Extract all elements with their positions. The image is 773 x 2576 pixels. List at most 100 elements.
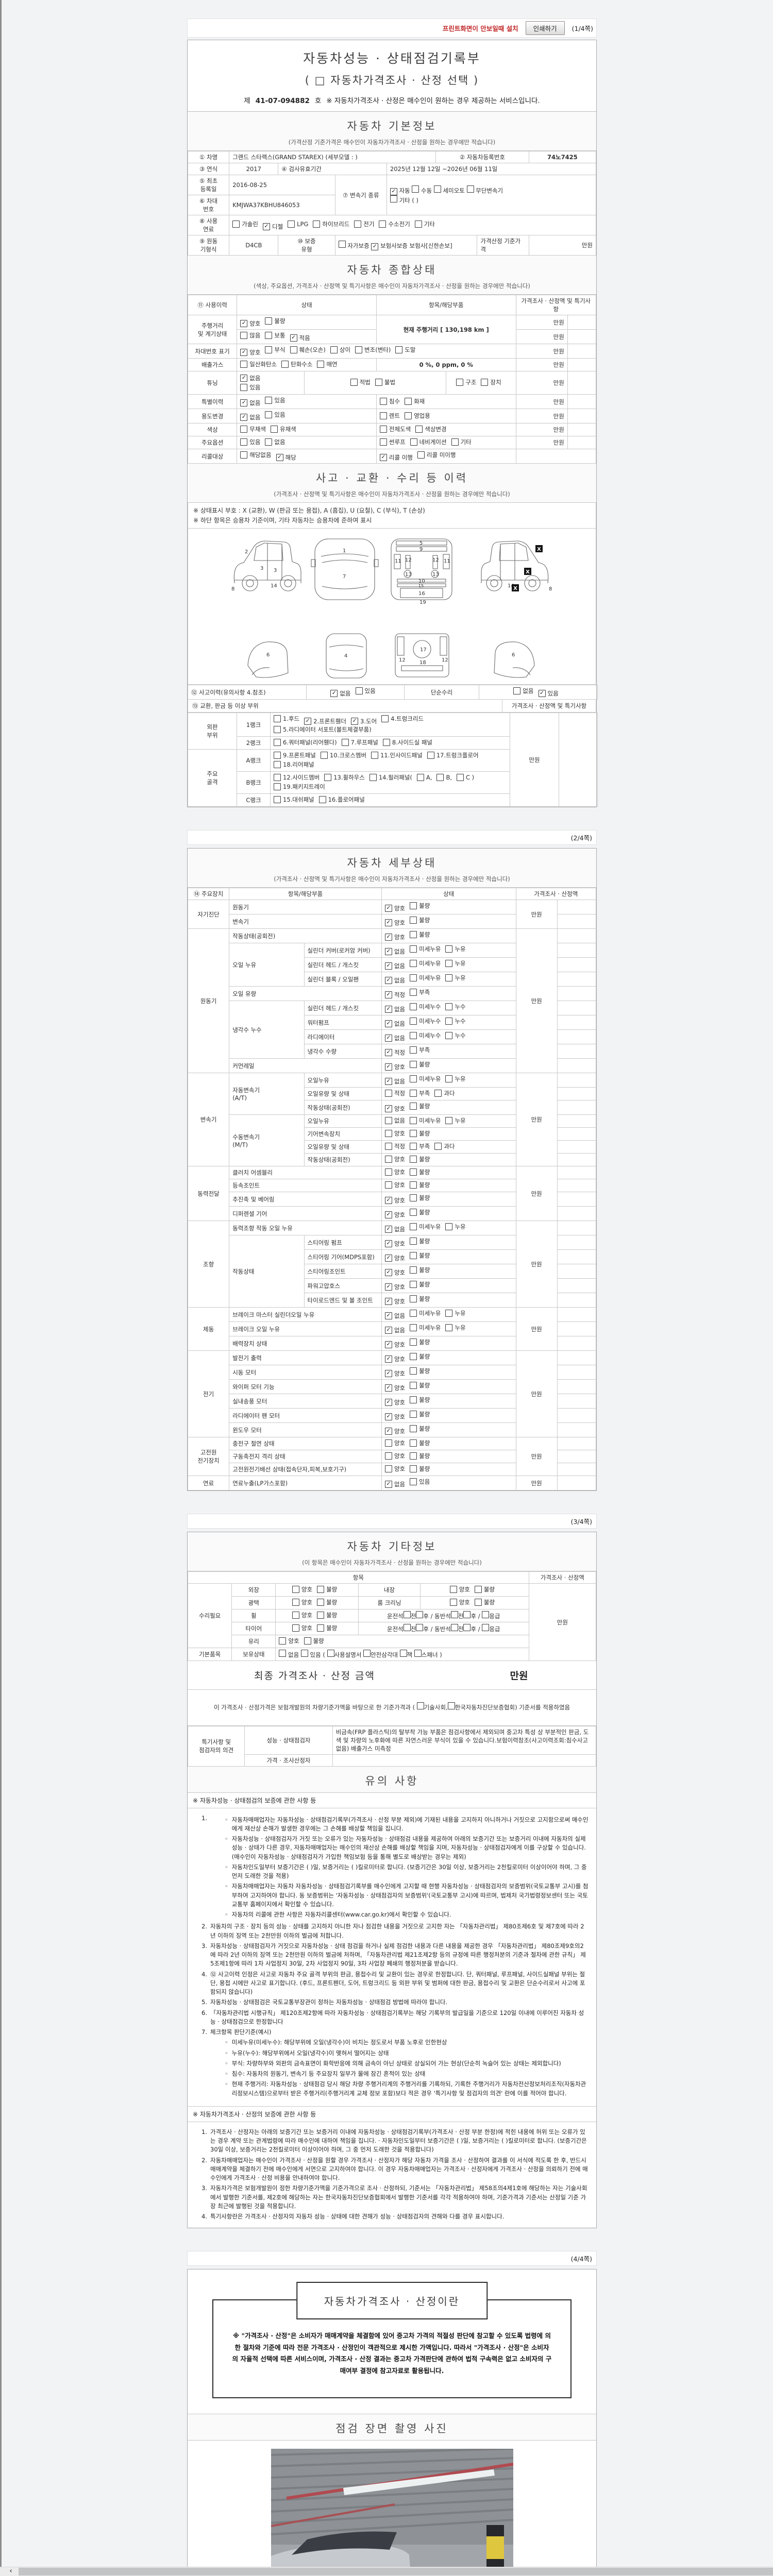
checkbox[interactable] <box>369 774 377 782</box>
checkbox[interactable] <box>414 1650 422 1657</box>
checkbox[interactable] <box>355 687 363 695</box>
checkbox[interactable] <box>265 332 273 339</box>
checkbox[interactable] <box>410 1367 417 1375</box>
checkbox[interactable] <box>410 917 417 924</box>
checkbox[interactable] <box>416 1624 424 1632</box>
checkbox[interactable] <box>240 384 248 391</box>
checkbox[interactable]: ✓ <box>390 188 397 195</box>
checkbox[interactable]: ✓ <box>384 962 392 970</box>
checkbox[interactable] <box>379 412 387 419</box>
checkbox[interactable] <box>436 774 444 782</box>
checkbox[interactable] <box>445 1075 453 1083</box>
checkbox[interactable] <box>384 1156 392 1163</box>
checkbox[interactable] <box>318 796 326 804</box>
checkbox[interactable] <box>410 1478 417 1486</box>
checkbox[interactable] <box>410 974 417 982</box>
checkbox[interactable]: ✓ <box>384 1481 392 1488</box>
checkbox[interactable] <box>317 1612 325 1619</box>
checkbox[interactable] <box>410 1310 417 1317</box>
checkbox[interactable] <box>410 1181 417 1189</box>
checkbox[interactable] <box>474 1586 482 1594</box>
checkbox[interactable] <box>399 1650 407 1657</box>
checkbox[interactable] <box>341 739 349 747</box>
checkbox[interactable]: ✓ <box>262 223 270 230</box>
checkbox[interactable] <box>482 1624 490 1632</box>
checkbox[interactable] <box>410 1117 417 1125</box>
checkbox[interactable] <box>466 185 474 193</box>
checkbox[interactable]: ✓ <box>384 1035 392 1042</box>
checkbox[interactable] <box>403 1624 411 1632</box>
checkbox[interactable] <box>265 438 273 446</box>
checkbox[interactable] <box>292 1599 299 1606</box>
checkbox[interactable] <box>371 752 379 759</box>
checkbox[interactable] <box>379 397 387 405</box>
checkbox[interactable] <box>390 195 397 202</box>
checkbox[interactable] <box>445 1117 453 1125</box>
checkbox[interactable] <box>415 426 423 433</box>
checkbox[interactable] <box>279 1650 287 1657</box>
checkbox[interactable]: ✓ <box>384 991 392 999</box>
checkbox[interactable] <box>410 1209 417 1216</box>
checkbox[interactable] <box>384 1117 392 1125</box>
checkbox[interactable] <box>300 1650 308 1657</box>
checkbox[interactable]: ✓ <box>384 1226 392 1233</box>
checkbox[interactable] <box>384 1168 392 1176</box>
checkbox[interactable]: ✓ <box>290 334 297 342</box>
checkbox[interactable] <box>474 1599 482 1606</box>
checkbox[interactable] <box>317 1586 325 1594</box>
checkbox[interactable]: ✓ <box>384 1197 392 1205</box>
checkbox[interactable] <box>381 715 389 723</box>
checkbox[interactable] <box>410 1046 417 1054</box>
checkbox[interactable] <box>274 774 281 782</box>
checkbox[interactable]: ✓ <box>384 1269 392 1277</box>
checkbox[interactable] <box>320 752 328 759</box>
checkbox[interactable] <box>410 1452 417 1460</box>
checkbox[interactable] <box>410 1103 417 1110</box>
checkbox[interactable] <box>410 1143 417 1150</box>
checkbox[interactable] <box>290 346 297 353</box>
checkbox[interactable] <box>410 1075 417 1083</box>
checkbox[interactable]: ✓ <box>384 1211 392 1219</box>
checkbox[interactable]: ✓ <box>384 977 392 985</box>
checkbox[interactable] <box>304 1637 311 1645</box>
checkbox[interactable] <box>412 185 419 193</box>
checkbox[interactable] <box>410 989 417 996</box>
checkbox[interactable]: ✓ <box>384 905 392 912</box>
checkbox[interactable] <box>445 960 453 968</box>
checkbox[interactable] <box>449 1599 457 1606</box>
checkbox[interactable] <box>410 960 417 968</box>
checkbox[interactable] <box>384 1130 392 1138</box>
checkbox[interactable] <box>410 1090 417 1097</box>
checkbox[interactable] <box>410 1130 417 1138</box>
checkbox[interactable] <box>354 220 362 228</box>
checkbox[interactable] <box>313 220 321 228</box>
checkbox[interactable] <box>363 1650 371 1657</box>
checkbox[interactable] <box>410 1156 417 1163</box>
checkbox[interactable]: ✓ <box>538 690 546 698</box>
checkbox[interactable] <box>375 379 382 386</box>
checkbox[interactable] <box>410 1238 417 1245</box>
checkbox[interactable] <box>330 346 338 353</box>
checkbox[interactable] <box>274 726 281 734</box>
checkbox[interactable] <box>384 1452 392 1460</box>
checkbox[interactable] <box>414 220 422 228</box>
checkbox[interactable] <box>481 379 489 386</box>
checkbox[interactable] <box>410 1252 417 1260</box>
checkbox[interactable] <box>232 220 240 228</box>
checkbox[interactable] <box>445 1018 453 1025</box>
checkbox[interactable] <box>288 220 295 228</box>
checkbox[interactable] <box>445 1310 453 1317</box>
scrollbar-thumb[interactable] <box>19 2568 773 2575</box>
checkbox[interactable] <box>513 687 521 695</box>
checkbox[interactable] <box>384 1181 392 1189</box>
checkbox[interactable] <box>317 361 325 368</box>
checkbox[interactable]: ✓ <box>384 1240 392 1248</box>
checkbox[interactable] <box>265 346 273 353</box>
checkbox[interactable]: ✓ <box>384 1355 392 1363</box>
checkbox[interactable] <box>403 1611 411 1619</box>
checkbox[interactable]: ✓ <box>384 1298 392 1306</box>
checkbox[interactable] <box>384 1439 392 1447</box>
checkbox[interactable] <box>457 774 464 782</box>
checkbox[interactable] <box>410 1353 417 1361</box>
checkbox[interactable] <box>317 1599 325 1606</box>
